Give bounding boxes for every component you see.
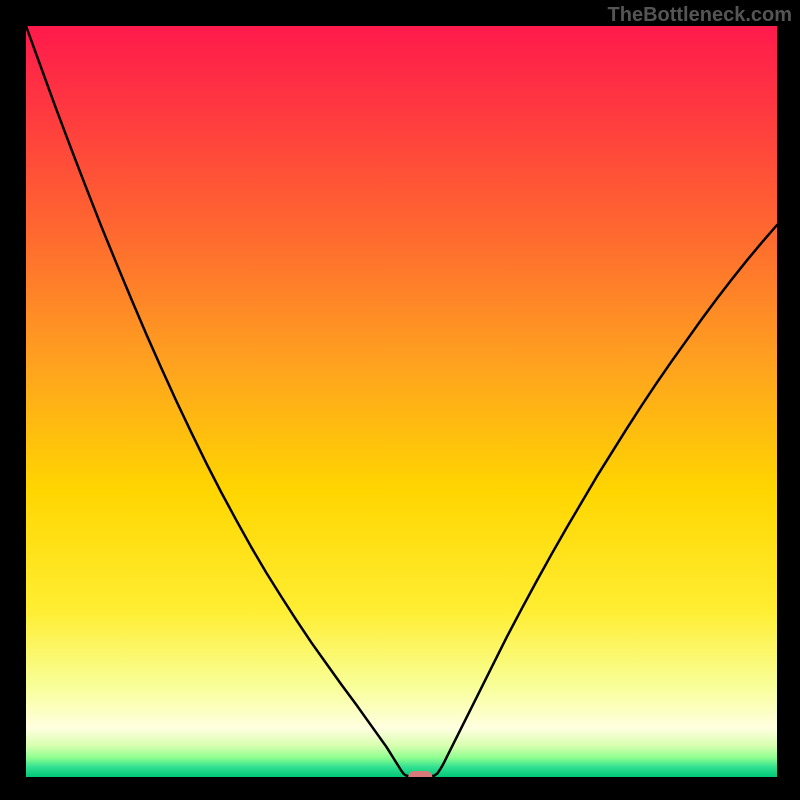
chart-canvas: TheBottleneck.com <box>0 0 800 800</box>
optimal-marker <box>408 771 432 777</box>
plot-background <box>26 26 777 777</box>
chart-svg <box>26 26 777 777</box>
plot-area <box>26 26 777 777</box>
watermark-label: TheBottleneck.com <box>608 4 792 27</box>
